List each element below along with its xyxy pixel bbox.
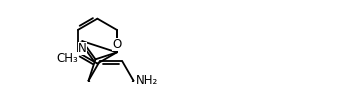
Text: NH₂: NH₂ xyxy=(136,74,158,87)
Text: O: O xyxy=(112,38,121,51)
Text: N: N xyxy=(78,42,87,55)
Text: CH₃: CH₃ xyxy=(56,52,78,65)
